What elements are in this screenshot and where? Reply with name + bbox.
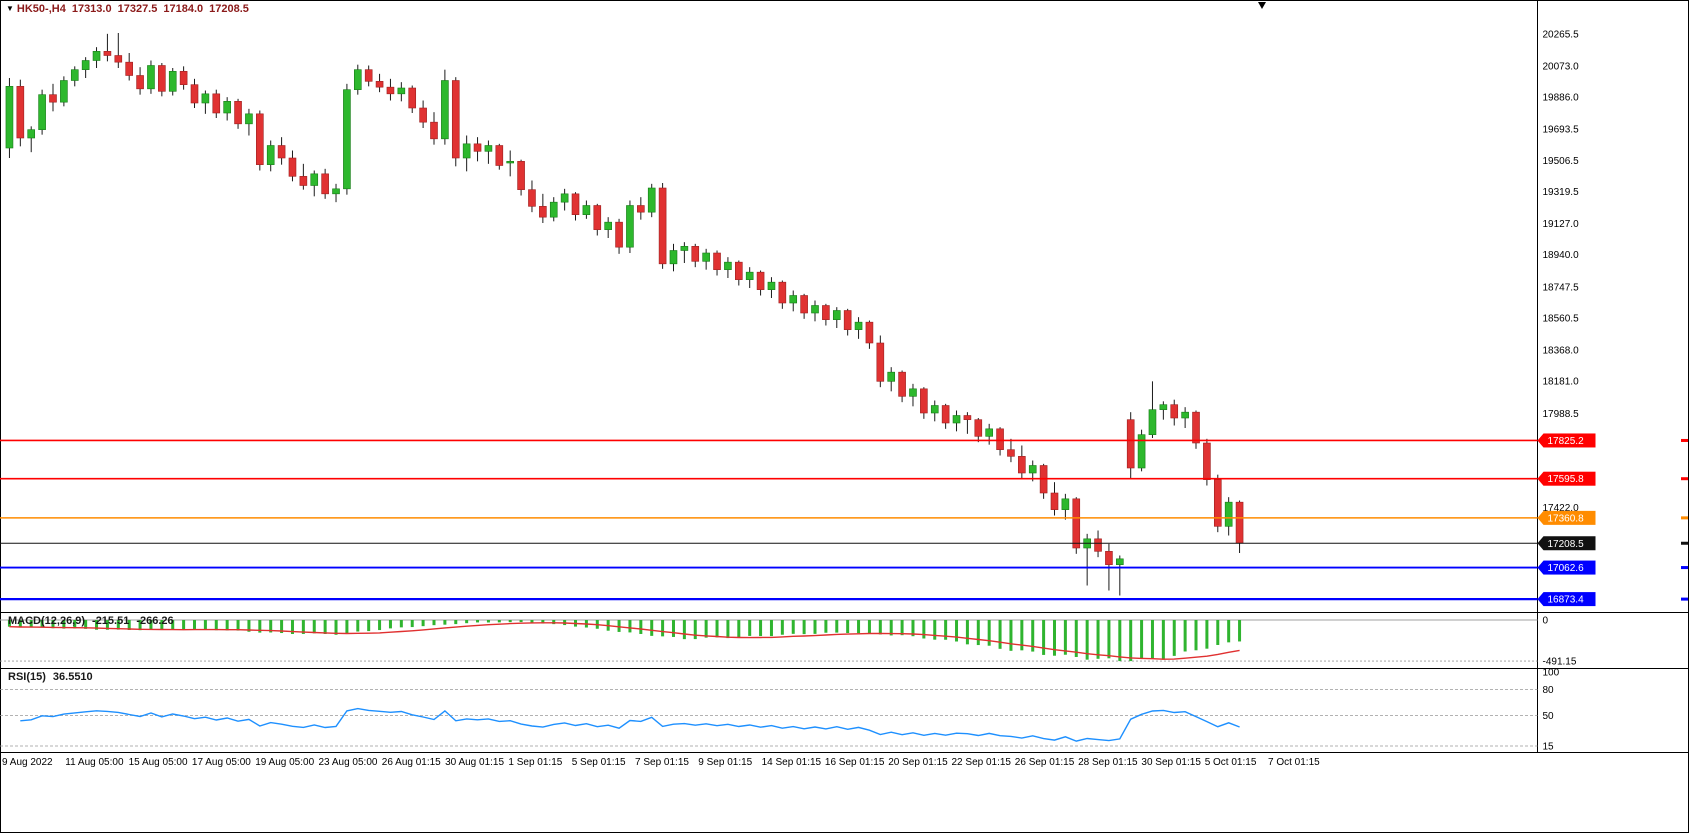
svg-text:7 Oct 01:15: 7 Oct 01:15 (1268, 757, 1320, 768)
macd-axis: 0 -491.15 (0, 616, 1577, 668)
price-level-badges[interactable]: 17825.2 17595.8 17360.8 17208.5 17062.6 16873… (1537, 433, 1596, 607)
svg-text:17422.0: 17422.0 (1543, 503, 1580, 514)
chart-shift-marker[interactable] (1258, 2, 1266, 9)
svg-text:7 Sep 01:15: 7 Sep 01:15 (635, 757, 689, 768)
svg-text:18940.0: 18940.0 (1543, 250, 1580, 261)
ohlc-low-value: 17184.0 (163, 3, 204, 15)
price-badge-17825.2[interactable]: 17825.2 (1537, 433, 1596, 448)
svg-text:20073.0: 20073.0 (1543, 61, 1580, 72)
svg-text:50: 50 (1543, 711, 1555, 722)
svg-text:80: 80 (1543, 685, 1555, 696)
svg-text:19886.0: 19886.0 (1543, 93, 1580, 104)
svg-text:16 Sep 01:15: 16 Sep 01:15 (825, 757, 885, 768)
svg-text:-491.15: -491.15 (1543, 657, 1577, 668)
rsi-indicator-label: RSI(15) 36.5510 (8, 671, 100, 683)
svg-text:18368.0: 18368.0 (1543, 346, 1580, 357)
svg-text:20 Sep 01:15: 20 Sep 01:15 (888, 757, 948, 768)
rsi-line-path (20, 707, 1240, 742)
time-axis-labels: 9 Aug 2022 11 Aug 05:00 15 Aug 05:00 17 Aug… (2, 757, 1320, 768)
svg-text:17825.2: 17825.2 (1548, 436, 1585, 447)
level-line-17062.6[interactable] (0, 566, 1688, 570)
svg-text:1 Sep 01:15: 1 Sep 01:15 (508, 757, 562, 768)
svg-text:30 Aug 01:15: 30 Aug 01:15 (445, 757, 504, 768)
rsi-axis: 100 80 50 15 (0, 668, 1560, 753)
svg-text:30 Sep 01:15: 30 Sep 01:15 (1141, 757, 1201, 768)
svg-text:19 Aug 05:00: 19 Aug 05:00 (255, 757, 314, 768)
svg-text:100: 100 (1543, 668, 1560, 679)
svg-text:18560.5: 18560.5 (1543, 313, 1580, 324)
price-badge-17062.6[interactable]: 17062.6 (1537, 560, 1596, 575)
ohlc-close-value: 17208.5 (209, 3, 249, 15)
svg-text:16873.4: 16873.4 (1548, 595, 1585, 606)
svg-text:19127.0: 19127.0 (1543, 219, 1580, 230)
price-badge-17208.5[interactable]: 17208.5 (1537, 536, 1596, 551)
candles-layer (5, 33, 1244, 596)
svg-text:23 Aug 05:00: 23 Aug 05:00 (319, 757, 378, 768)
svg-text:5 Sep 01:15: 5 Sep 01:15 (572, 757, 626, 768)
svg-text:28 Sep 01:15: 28 Sep 01:15 (1078, 757, 1138, 768)
svg-text:9 Aug 2022: 9 Aug 2022 (2, 757, 53, 768)
svg-text:9 Sep 01:15: 9 Sep 01:15 (698, 757, 752, 768)
macd-histogram (7, 620, 1242, 662)
svg-text:20265.5: 20265.5 (1543, 29, 1580, 40)
price-badge-17595.8[interactable]: 17595.8 (1537, 471, 1596, 486)
rsi-name: RSI(15) (8, 671, 46, 683)
level-line-17825.2[interactable] (0, 438, 1688, 442)
level-line-17595.8[interactable] (0, 477, 1688, 481)
price-badge-17360.8[interactable]: 17360.8 (1537, 510, 1596, 525)
svg-text:17208.5: 17208.5 (1548, 539, 1585, 550)
macd-signal-line (9, 622, 1240, 660)
level-line-16873.4[interactable] (0, 597, 1688, 601)
svg-text:18181.0: 18181.0 (1543, 377, 1580, 388)
svg-text:17360.8: 17360.8 (1548, 513, 1585, 524)
rsi-value: 36.5510 (52, 671, 93, 683)
level-line-17208.5[interactable] (0, 541, 1688, 545)
ohlc-high-value: 17327.5 (117, 3, 158, 15)
macd-main-value: -215.51 (92, 615, 130, 627)
svg-text:19693.5: 19693.5 (1543, 125, 1580, 136)
svg-text:18747.5: 18747.5 (1543, 282, 1580, 293)
svg-text:17062.6: 17062.6 (1548, 563, 1585, 574)
ohlc-open-value: 17313.0 (71, 3, 112, 15)
macd-indicator-label: MACD(12,26,9) -215.51 -266.26 (8, 615, 181, 627)
symbol-period-label: HK50-,H4 (16, 3, 66, 15)
ohlc-info: ▼ HK50-,H4 17313.0 17327.5 17184.0 17208.5 (6, 3, 255, 15)
svg-text:26 Sep 01:15: 26 Sep 01:15 (1015, 757, 1075, 768)
svg-text:17 Aug 05:00: 17 Aug 05:00 (192, 757, 251, 768)
svg-text:17595.8: 17595.8 (1548, 474, 1585, 485)
price-badge-16873.4[interactable]: 16873.4 (1537, 592, 1596, 607)
price-axis-ticks: 20265.5 20073.0 19886.0 19693.5 19506.5 19319… (1543, 29, 1580, 514)
svg-text:5 Oct 01:15: 5 Oct 01:15 (1205, 757, 1257, 768)
svg-text:14 Sep 01:15: 14 Sep 01:15 (762, 757, 822, 768)
svg-text:17988.5: 17988.5 (1543, 409, 1580, 420)
svg-text:15: 15 (1543, 742, 1555, 753)
svg-text:11 Aug 05:00: 11 Aug 05:00 (65, 757, 124, 768)
level-line-17360.8[interactable] (0, 516, 1688, 520)
macd-name: MACD(12,26,9) (8, 615, 86, 627)
svg-text:0: 0 (1543, 616, 1549, 627)
svg-text:19506.5: 19506.5 (1543, 156, 1580, 167)
svg-text:19319.5: 19319.5 (1543, 187, 1580, 198)
svg-text:22 Sep 01:15: 22 Sep 01:15 (952, 757, 1012, 768)
price-level-lines[interactable] (0, 438, 1688, 601)
macd-signal-value: -266.26 (136, 615, 174, 627)
svg-text:15 Aug 05:00: 15 Aug 05:00 (129, 757, 188, 768)
symbol-dropdown-icon[interactable]: ▼ (6, 4, 14, 13)
svg-text:26 Aug 01:15: 26 Aug 01:15 (382, 757, 441, 768)
